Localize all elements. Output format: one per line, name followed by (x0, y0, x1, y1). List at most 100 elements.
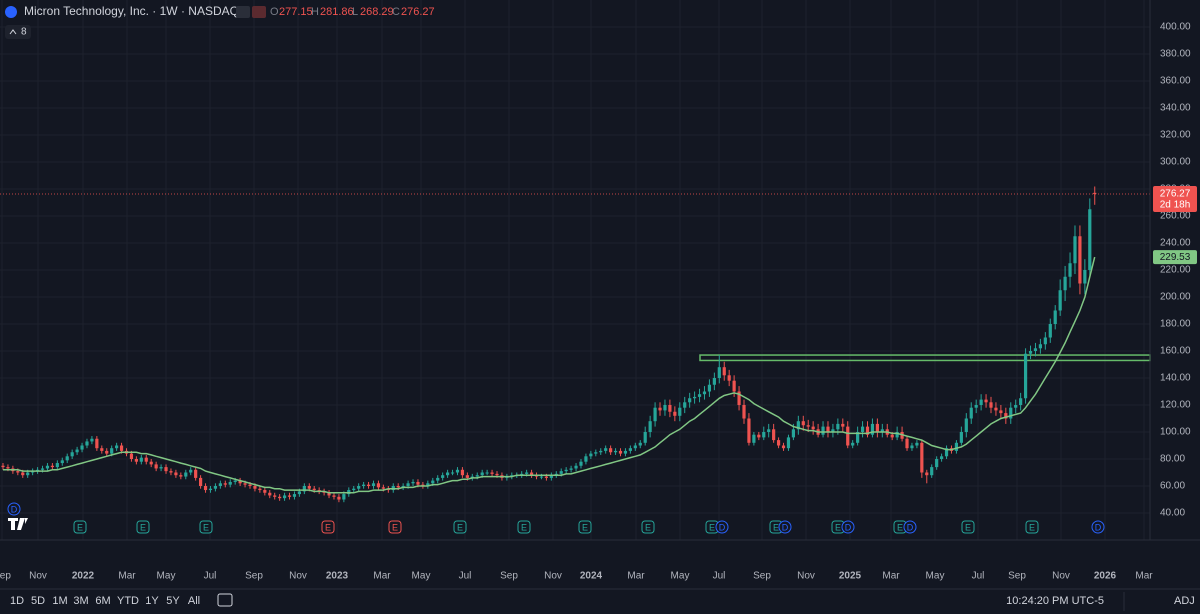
header-button[interactable] (236, 6, 250, 18)
candle-body (416, 481, 420, 485)
candle-body (287, 495, 292, 497)
candle-body (263, 490, 267, 493)
candle-body (574, 465, 578, 469)
candle-body (253, 486, 257, 489)
candle-body (1038, 344, 1042, 349)
dividend-marker[interactable] (7, 502, 21, 516)
dividend-marker[interactable] (778, 520, 792, 534)
earnings-marker[interactable] (641, 520, 655, 534)
candle-body (673, 411, 677, 416)
y-tick-label: 380.00 (1160, 49, 1191, 60)
candle-body (332, 495, 336, 497)
candle-body (1019, 398, 1023, 405)
candle-body (604, 448, 608, 451)
earnings-marker[interactable] (136, 520, 150, 534)
range-button[interactable]: 5Y (166, 595, 180, 607)
y-tick-label: 120.00 (1160, 400, 1191, 411)
price-badge (1153, 186, 1197, 213)
candle-body (371, 483, 376, 486)
indicator-count: 8 (21, 27, 27, 38)
x-tick-label: Sep (500, 571, 518, 582)
candle-body (485, 472, 489, 474)
candle-body (292, 494, 297, 497)
candle-body (776, 440, 781, 446)
candle-body (233, 480, 237, 482)
candle-body (1028, 351, 1033, 354)
candle-body (767, 429, 771, 432)
candle-body (623, 450, 628, 454)
candle-body (915, 442, 919, 446)
earnings-marker[interactable] (961, 520, 975, 534)
range-button[interactable]: 3M (73, 595, 88, 607)
ma-badge-label: 229.53 (1160, 252, 1191, 263)
candle-body (460, 469, 465, 476)
candle-body (870, 423, 875, 435)
earnings-marker[interactable] (321, 520, 335, 534)
header-button[interactable] (252, 6, 266, 18)
candle-body (742, 405, 746, 419)
candle-body (1053, 310, 1057, 324)
candle-body (1023, 353, 1028, 399)
range-button[interactable]: YTD (117, 595, 139, 607)
range-button[interactable]: 6M (95, 595, 110, 607)
dividend-marker[interactable] (841, 520, 855, 534)
candle-body (737, 391, 741, 405)
range-button[interactable]: 1D (10, 595, 24, 607)
y-tick-label: 60.00 (1160, 481, 1185, 492)
ohlc-letter: H (311, 6, 319, 18)
candle-body (890, 434, 894, 438)
earnings-marker[interactable] (453, 520, 467, 534)
candle-body (307, 486, 311, 489)
clock[interactable]: 10:24:20 PM UTC-5 (1006, 595, 1104, 607)
candle-body (594, 452, 598, 454)
x-tick-label: Nov (797, 571, 815, 582)
candle-body (599, 450, 603, 453)
earnings-marker[interactable] (73, 520, 87, 534)
candle-body (905, 438, 909, 449)
candle-body (352, 488, 356, 491)
candle-body (836, 423, 840, 430)
event-label: D (845, 522, 852, 532)
range-button[interactable]: All (188, 595, 200, 607)
earnings-marker[interactable] (517, 520, 531, 534)
candle-body (26, 472, 30, 476)
ohlc-letter: O (270, 6, 279, 18)
range-button[interactable]: 1M (52, 595, 67, 607)
candle-body (95, 438, 99, 449)
candle-body (119, 445, 124, 451)
candle-body (228, 481, 232, 485)
date-range-icon[interactable] (217, 593, 233, 607)
candle-body (455, 469, 460, 473)
candle-body (1014, 405, 1018, 408)
candle-body (426, 483, 430, 486)
x-tick-label: 2023 (326, 571, 349, 582)
earnings-marker[interactable] (578, 520, 592, 534)
candle-body (846, 426, 850, 446)
candle-body (525, 472, 529, 474)
event-label: D (782, 522, 789, 532)
indicator-toggle[interactable] (5, 25, 31, 39)
dividend-marker[interactable] (715, 520, 729, 534)
dividend-marker[interactable] (903, 520, 917, 534)
dividend-marker[interactable] (1091, 520, 1105, 534)
earnings-marker[interactable] (388, 520, 402, 534)
candle-body (218, 483, 222, 486)
range-button[interactable]: 1Y (145, 595, 159, 607)
candle-body (6, 467, 10, 469)
price-badge-label: 276.27 (1160, 189, 1191, 200)
range-button[interactable]: 5D (31, 595, 45, 607)
candle-body (959, 432, 963, 443)
candle-body (693, 396, 697, 399)
event-label: E (203, 522, 209, 532)
candle-body (658, 407, 662, 411)
candle-body (65, 456, 69, 461)
tv-logo (8, 518, 28, 530)
adj-toggle[interactable]: ADJ (1174, 595, 1195, 607)
candle-body (569, 468, 573, 470)
candle-body (930, 467, 934, 476)
candle-body (717, 367, 721, 378)
earnings-marker[interactable] (199, 520, 213, 534)
earnings-marker[interactable] (1025, 520, 1039, 534)
candle-body (727, 375, 731, 381)
